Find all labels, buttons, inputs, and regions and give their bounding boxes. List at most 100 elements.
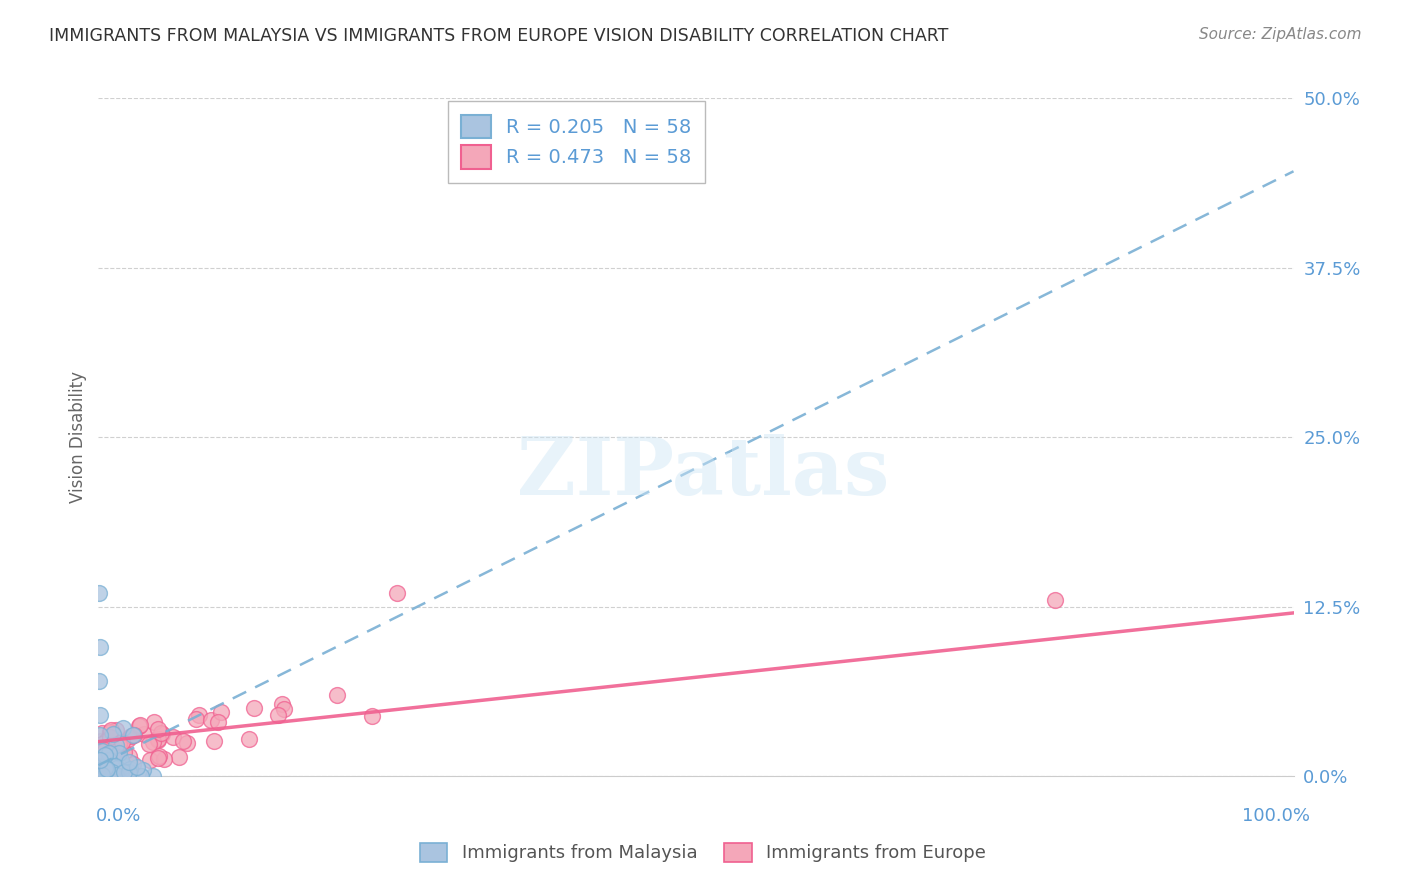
Point — [385, 586, 409, 600]
Point — [89, 728, 111, 742]
Point — [207, 714, 229, 729]
Point — [101, 752, 124, 766]
Point — [124, 728, 146, 742]
Point — [101, 752, 124, 766]
Point — [202, 734, 225, 748]
Point — [108, 759, 131, 773]
Point — [176, 736, 198, 750]
Text: IMMIGRANTS FROM MALAYSIA VS IMMIGRANTS FROM EUROPE VISION DISABILITY CORRELATION: IMMIGRANTS FROM MALAYSIA VS IMMIGRANTS F… — [49, 27, 949, 45]
Point — [267, 708, 290, 723]
Point — [89, 752, 111, 766]
Point — [96, 768, 118, 782]
Point — [360, 709, 382, 723]
Point — [153, 752, 176, 766]
Text: ZIPatlas: ZIPatlas — [517, 434, 889, 512]
Point — [122, 728, 145, 742]
Point — [100, 768, 122, 782]
Point — [91, 750, 114, 764]
Point — [107, 746, 129, 760]
Point — [142, 769, 165, 783]
Point — [270, 697, 292, 711]
Point — [90, 760, 112, 774]
Point — [100, 739, 122, 753]
Point — [100, 765, 122, 780]
Point — [132, 727, 155, 741]
Point — [139, 754, 162, 768]
Point — [90, 768, 112, 782]
Point — [131, 769, 153, 783]
Point — [91, 762, 114, 776]
Point — [117, 765, 139, 780]
Point — [90, 744, 112, 758]
Point — [93, 769, 115, 783]
Point — [105, 768, 128, 782]
Point — [108, 737, 131, 751]
Point — [110, 753, 132, 767]
Point — [91, 726, 114, 740]
Point — [105, 723, 128, 737]
Point — [111, 735, 134, 749]
Point — [238, 731, 260, 746]
Point — [118, 764, 141, 779]
Point — [89, 765, 111, 780]
Point — [89, 708, 111, 723]
Point — [125, 760, 148, 774]
Point — [209, 705, 232, 719]
Point — [96, 732, 118, 747]
Point — [87, 586, 110, 600]
Point — [143, 714, 166, 729]
Point — [98, 730, 121, 744]
Point — [87, 764, 110, 779]
Point — [120, 730, 142, 744]
Text: 100.0%: 100.0% — [1243, 807, 1310, 825]
Point — [121, 756, 143, 771]
Point — [89, 766, 111, 780]
Point — [118, 756, 141, 770]
Point — [105, 751, 128, 765]
Point — [104, 759, 127, 773]
Point — [87, 764, 110, 778]
Point — [97, 746, 120, 760]
Legend: R = 0.205   N = 58, R = 0.473   N = 58: R = 0.205 N = 58, R = 0.473 N = 58 — [449, 101, 704, 183]
Point — [91, 765, 114, 780]
Point — [100, 763, 122, 777]
Point — [105, 761, 128, 775]
Point — [91, 738, 114, 752]
Point — [90, 734, 112, 748]
Point — [132, 763, 155, 777]
Point — [94, 743, 117, 757]
Point — [117, 731, 139, 746]
Point — [94, 765, 117, 780]
Point — [90, 764, 112, 779]
Point — [167, 750, 190, 764]
Point — [96, 762, 118, 776]
Point — [101, 758, 124, 772]
Point — [112, 764, 135, 779]
Point — [96, 763, 118, 777]
Y-axis label: Vision Disability: Vision Disability — [69, 371, 87, 503]
Point — [94, 748, 117, 763]
Point — [110, 764, 132, 779]
Point — [100, 723, 122, 738]
Point — [98, 725, 121, 739]
Point — [96, 756, 118, 771]
Point — [104, 764, 127, 779]
Legend: Immigrants from Malaysia, Immigrants from Europe: Immigrants from Malaysia, Immigrants fro… — [413, 836, 993, 870]
Point — [97, 753, 120, 767]
Point — [94, 760, 117, 774]
Point — [148, 732, 170, 747]
Point — [104, 763, 127, 777]
Point — [146, 733, 169, 747]
Point — [89, 640, 111, 655]
Point — [89, 761, 111, 775]
Point — [117, 765, 139, 780]
Point — [118, 748, 141, 763]
Point — [186, 712, 208, 726]
Point — [114, 767, 136, 781]
Point — [148, 722, 170, 736]
Point — [129, 718, 152, 732]
Point — [138, 737, 160, 751]
Point — [118, 762, 141, 776]
Point — [162, 731, 184, 745]
Point — [326, 688, 349, 702]
